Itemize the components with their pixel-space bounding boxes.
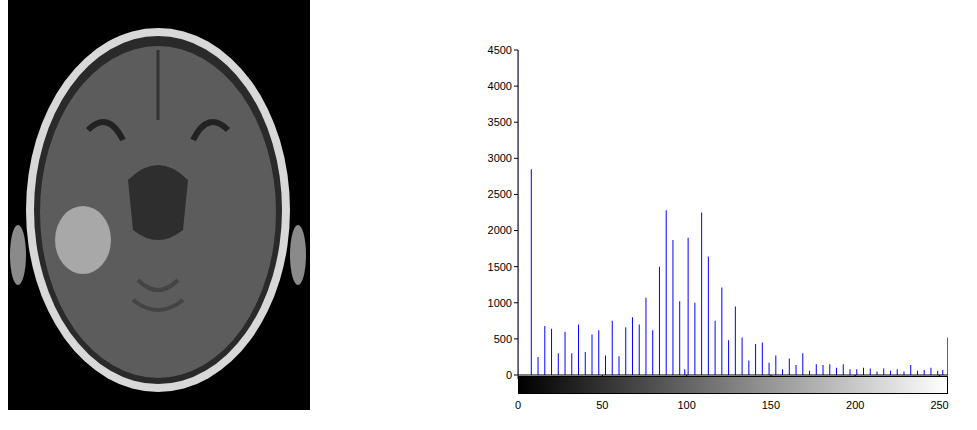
svg-text:500: 500 — [494, 333, 512, 345]
svg-text:200: 200 — [846, 399, 864, 411]
svg-text:1500: 1500 — [488, 261, 512, 273]
svg-text:0: 0 — [506, 369, 512, 381]
svg-text:0: 0 — [515, 399, 521, 411]
svg-text:250: 250 — [930, 399, 948, 411]
svg-text:1000: 1000 — [488, 297, 512, 309]
svg-text:4000: 4000 — [488, 80, 512, 92]
svg-text:100: 100 — [677, 399, 695, 411]
svg-text:2000: 2000 — [488, 224, 512, 236]
svg-text:150: 150 — [762, 399, 780, 411]
svg-text:3000: 3000 — [488, 152, 512, 164]
svg-text:2500: 2500 — [488, 188, 512, 200]
svg-text:50: 50 — [596, 399, 608, 411]
svg-text:3500: 3500 — [488, 116, 512, 128]
svg-text:4500: 4500 — [488, 44, 512, 56]
